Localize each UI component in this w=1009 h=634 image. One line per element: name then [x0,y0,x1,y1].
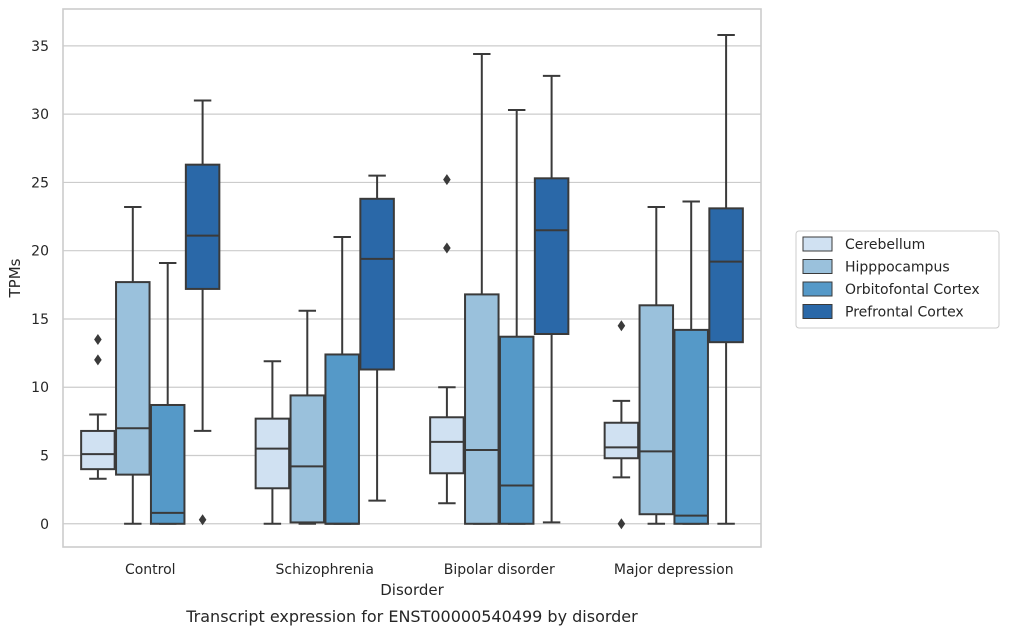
box-orbitofontal-cortex [324,236,360,525]
y-tick-label: 10 [31,380,49,396]
x-tick-label: Schizophrenia [276,562,374,578]
box-prefrontal-cortex [533,74,570,524]
boxes [80,33,744,530]
box-hipppocampus [638,205,675,525]
legend-swatch [802,236,833,252]
outlier-point [198,514,207,526]
box-cerebellum [254,360,291,525]
box-orbitofontal-cortex [149,261,186,525]
box-iqr [638,304,675,516]
y-tick-label: 35 [31,39,49,55]
box-cerebellum [80,333,116,480]
y-tick-label: 20 [31,244,49,260]
box-iqr [289,394,326,524]
y-tick-label: 30 [31,107,49,123]
legend-frame [795,230,1000,329]
x-tick-label: Major depression [614,562,734,578]
box-prefrontal-cortex [708,33,744,525]
y-tick-label: 25 [31,175,49,191]
outlier-point [617,518,626,530]
x-axis-label: Disorder [380,581,444,599]
box-prefrontal-cortex [184,99,221,526]
outlier-point [94,333,102,345]
legend: Cerebellum Hipppocampus Orbitofontal Corte… [795,230,1000,329]
y-tick-label: 5 [40,449,49,465]
box-cerebellum [603,320,640,530]
box-iqr [533,177,570,335]
legend-swatch [802,259,833,274]
legend-label: Orbitofontal Cortex [845,282,980,298]
box-hipppocampus [115,205,151,525]
box-cerebellum [429,174,465,505]
outlier-point [94,354,102,366]
x-tick-labels: Control Schizophrenia Bipolar disorder Majo… [125,562,734,578]
legend-label: Hipppocampus [845,260,950,276]
box-iqr [429,416,465,475]
legend-swatch [802,304,833,319]
box-hipppocampus [464,53,500,525]
box-prefrontal-cortex [359,174,395,502]
legend-label: Prefrontal Cortex [845,305,964,321]
x-tick-label: Bipolar disorder [444,562,555,578]
x-tick-label: Control [125,562,176,578]
box-iqr [254,417,291,490]
y-tick-label: 0 [40,517,49,533]
box-iqr [149,403,186,525]
box-orbitofontal-cortex [498,109,535,525]
box-iqr [359,197,395,371]
box-iqr [115,281,151,476]
y-axis-label: TPMs [6,258,24,298]
box-iqr [498,335,535,525]
outlier-point [443,242,451,254]
outlier-point [617,320,626,332]
y-tick-label: 15 [31,312,49,328]
box-iqr [324,353,360,525]
box-orbitofontal-cortex [673,200,709,525]
legend-swatch [802,281,833,297]
box-iqr [603,421,640,460]
box-iqr [708,207,744,344]
box-iqr [184,163,221,290]
outlier-point [443,174,451,186]
legend-label: Cerebellum [845,237,925,253]
y-tick-labels: 0 5 10 15 20 25 30 35 [31,39,49,533]
box-iqr [80,429,116,471]
box-hipppocampus [289,309,326,525]
box-iqr [464,293,500,525]
box-iqr [673,328,709,525]
chart-title: Transcript expression for ENST0000054049… [185,607,638,626]
plot-frame [62,8,762,548]
